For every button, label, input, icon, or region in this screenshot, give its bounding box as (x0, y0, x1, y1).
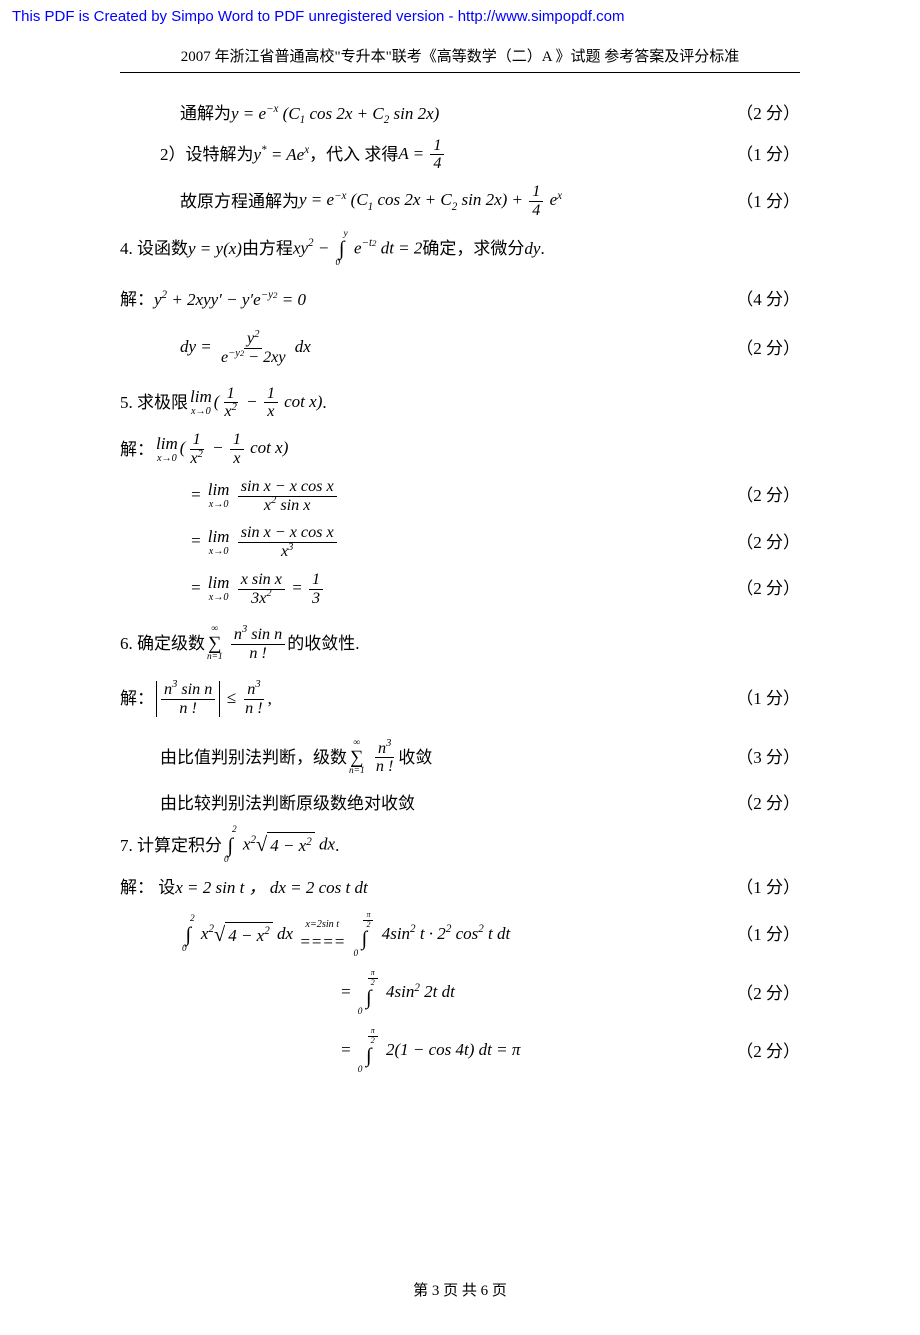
solution-line: 解： n3 sin nn ! ≤ n3n ! , （1 分） (120, 681, 800, 718)
score: （1 分） (736, 922, 800, 948)
solution-line: 解： y2 + 2xyy′ − y′e−y2 = 0 （4 分） (120, 287, 800, 313)
math-expr: y = e−x (C1 cos 2x + C2 sin 2x) (231, 101, 439, 127)
text: . (322, 390, 326, 416)
solution-line: 故原方程通解为 y = e−x (C1 cos 2x + C2 sin 2x) … (120, 183, 800, 220)
math-expr: = π2∫0 4sin2 2t dt (340, 969, 455, 1017)
math-expr: y = y(x) (188, 236, 242, 262)
score: （2 分） (736, 483, 800, 509)
score: （2 分） (736, 101, 800, 127)
solution-line: 2∫0 x2√4 − x2 dx x=2sin t==== π2∫0 4sin2… (120, 911, 800, 959)
score: （2 分） (736, 530, 800, 556)
math-expr: n3 sin nn ! ≤ n3n ! (154, 681, 268, 718)
math-expr: ∞∑n=1 n3n ! (347, 739, 398, 776)
score: （2 分） (736, 336, 800, 362)
math-expr: y2 + 2xyy′ − y′e−y2 = 0 (154, 287, 306, 313)
solution-line: 通解为 y = e−x (C1 cos 2x + C2 sin 2x) （2 分… (120, 101, 800, 127)
math-expr: 2∫0 x2√4 − x2 dx x=2sin t==== π2∫0 4sin2… (180, 911, 510, 959)
math-expr: dy (524, 236, 540, 262)
math-expr: limx→0(1x2 − 1x cot x) (188, 385, 322, 422)
math-expr: limx→0(1x2 − 1x cot x) (154, 431, 288, 468)
math-expr: y = e−x (C1 cos 2x + C2 sin 2x) + 14 ex (299, 183, 562, 220)
text: 6. 确定级数 (120, 631, 205, 657)
text: 解： (120, 686, 154, 712)
score: （3 分） (736, 745, 800, 771)
score: （4 分） (736, 287, 800, 313)
score: （2 分） (736, 981, 800, 1007)
text: 5. 求极限 (120, 390, 188, 416)
score: （1 分） (736, 189, 800, 215)
text: 7. 计算定积分 (120, 833, 222, 859)
text: 2）设特解为 (160, 142, 254, 168)
solution-line: 2）设特解为 y* = Aex ，代入 求得 A = 14 （1 分） (120, 137, 800, 174)
score: （2 分） (736, 791, 800, 817)
solution-line: 由比值判别法判断，级数 ∞∑n=1 n3n ! 收敛 （3 分） (120, 739, 800, 776)
solution-line: 解： 设 x = 2 sin t ， dx = 2 cos t dt （1 分） (120, 875, 800, 901)
score: （1 分） (736, 142, 800, 168)
problem-line: 4. 设函数 y = y(x) 由方程 xy2 − y∫0 e−t2 dt = … (120, 230, 800, 269)
math-expr: x = 2 sin t ， dx = 2 cos t dt (175, 875, 367, 901)
text: , (268, 686, 272, 712)
document-content: 通解为 y = e−x (C1 cos 2x + C2 sin 2x) （2 分… (0, 101, 920, 1076)
text: 由方程 (242, 236, 293, 262)
problem-line: 7. 计算定积分 2∫0 x2√4 − x2 dx . (120, 826, 800, 865)
solution-line: 解： limx→0(1x2 − 1x cot x) (120, 431, 800, 468)
text: 解： (120, 287, 154, 313)
math-expr: = limx→0 sin x − x cos xx3 (190, 524, 339, 561)
math-expr: = limx→0 sin x − x cos xx2 sin x (190, 478, 339, 515)
math-expr: = π2∫0 2(1 − cos 4t) dt = π (340, 1027, 520, 1075)
text: 确定，求微分 (422, 236, 524, 262)
text: 故原方程通解为 (180, 189, 299, 215)
problem-line: 6. 确定级数 ∞∑n=1 n3 sin nn ! 的收敛性. (120, 625, 800, 662)
text: 4. 设函数 (120, 236, 188, 262)
text: 收敛 (398, 745, 432, 771)
page-footer: 第 3 页 共 6 页 (0, 1279, 920, 1300)
text: . (335, 833, 339, 859)
score: （2 分） (736, 1039, 800, 1065)
problem-line: 5. 求极限 limx→0(1x2 − 1x cot x) . (120, 385, 800, 422)
solution-line: = limx→0 sin x − x cos xx2 sin x （2 分） (120, 478, 800, 515)
text: 解： 设 (120, 875, 175, 901)
text: 的收敛性. (287, 631, 359, 657)
pdf-watermark: This PDF is Created by Simpo Word to PDF… (0, 0, 920, 33)
math-expr: y* = Aex (254, 142, 310, 168)
math-expr: xy2 − y∫0 e−t2 dt = 2 (293, 230, 422, 269)
text: ，代入 求得 (309, 142, 398, 168)
solution-line: 由比较判别法判断原级数绝对收敛 （2 分） (120, 791, 800, 817)
text: 由比值判别法判断，级数 (160, 745, 347, 771)
math-expr: A = 14 (398, 137, 446, 174)
score: （1 分） (736, 875, 800, 901)
page-header: 2007 年浙江省普通高校"专升本"联考《高等数学（二）A 》试题 参考答案及评… (0, 45, 920, 66)
solution-line: = π2∫0 2(1 − cos 4t) dt = π （2 分） (120, 1027, 800, 1075)
math-expr: dy = y2e−y2 − 2xy dx (180, 330, 311, 367)
math-expr: = limx→0 x sin x3x2 = 13 (190, 571, 325, 608)
score: （2 分） (736, 576, 800, 602)
solution-line: = π2∫0 4sin2 2t dt （2 分） (120, 969, 800, 1017)
header-rule (120, 72, 800, 73)
text: 通解为 (180, 101, 231, 127)
solution-line: dy = y2e−y2 − 2xy dx （2 分） (120, 330, 800, 367)
math-expr: 2∫0 x2√4 − x2 dx (222, 826, 335, 865)
solution-line: = limx→0 sin x − x cos xx3 （2 分） (120, 524, 800, 561)
math-expr: ∞∑n=1 n3 sin nn ! (205, 625, 287, 662)
score: （1 分） (736, 686, 800, 712)
text: 解： (120, 437, 154, 463)
text: 由比较判别法判断原级数绝对收敛 (160, 791, 415, 817)
text: . (540, 236, 544, 262)
solution-line: = limx→0 x sin x3x2 = 13 （2 分） (120, 571, 800, 608)
